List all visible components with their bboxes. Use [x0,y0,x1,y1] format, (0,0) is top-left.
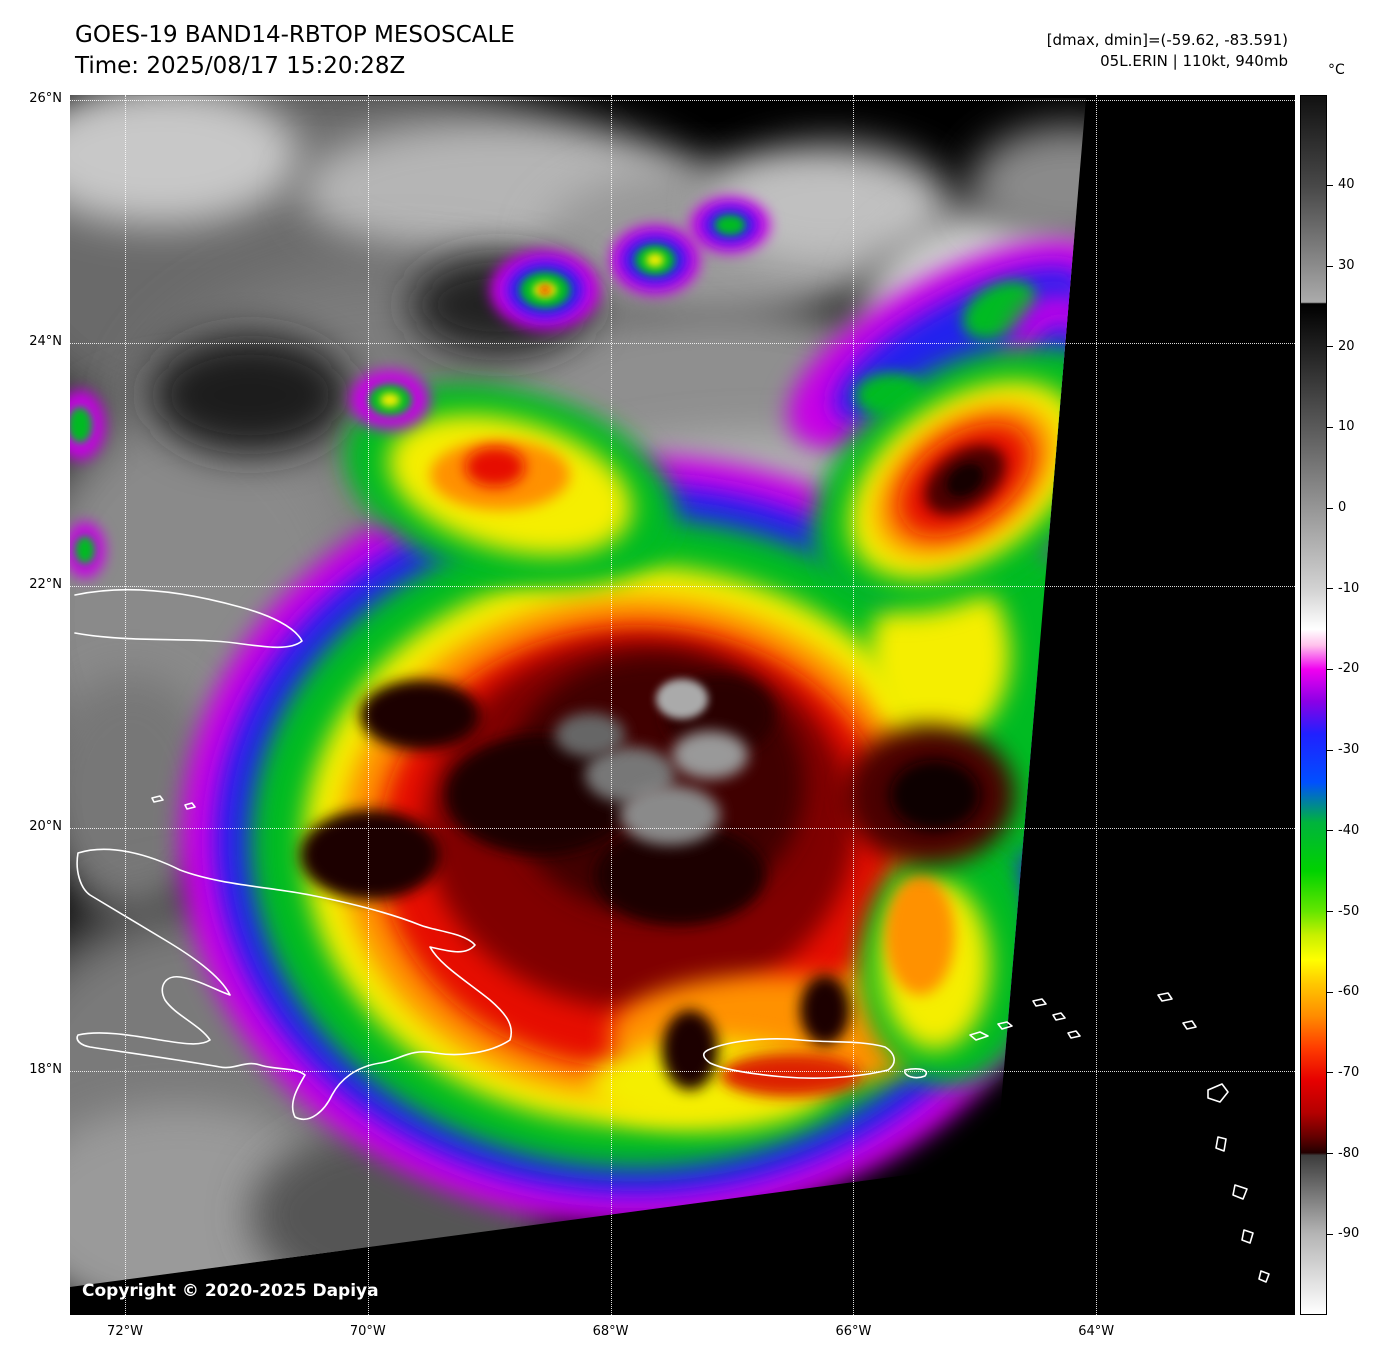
hurricane-layer [180,383,1086,1225]
lon-label: 68°W [592,1324,629,1339]
hurricane-eye [656,679,708,719]
satellite-art [70,95,1295,1315]
colorbar-tick-label: -10 [1338,580,1360,596]
colorbar-tick-mark [1327,911,1333,913]
colorbar-tick-mark [1327,1072,1333,1074]
colorbar-tick-label: 30 [1338,258,1355,274]
lon-label: 66°W [835,1324,872,1339]
colorbar-tick-mark [1327,588,1333,590]
storm-info-label: 05L.ERIN | 110kt, 940mb [1100,52,1288,70]
colorbar-tick-label: -80 [1338,1145,1360,1161]
colorbar-tick-mark [1327,507,1333,509]
satellite-image: Copyright © 2020-2025 Dapiya [70,95,1295,1315]
data-region [70,95,1086,1287]
coastline-layer [74,588,1270,1283]
colorbar-tick-label: -60 [1338,984,1360,1000]
page-title: GOES-19 BAND14-RBTOP MESOSCALE [75,22,515,48]
lat-label: 18°N [29,1062,62,1078]
coastline-hispaniola [76,848,512,1120]
colorbar-tick-label: -40 [1338,822,1360,838]
grid-line-lon [853,95,855,1315]
grid-line-lat [70,342,1295,344]
copyright-label: Copyright © 2020-2025 Dapiya [82,1281,379,1301]
colorbar-tick-mark [1327,991,1333,993]
colorbar-tick-mark [1327,1233,1333,1235]
grid-line-lat [70,585,1295,587]
grid-line-lon [1096,95,1098,1315]
info-block: [dmax, dmin]=(-59.62, -83.591) 05L.ERIN … [1047,30,1288,72]
colorbar-tick-mark [1327,265,1333,267]
colorbar-tick-label: 20 [1338,338,1355,354]
colorbar-tick-label: -50 [1338,903,1360,919]
colorbar-tick-mark [1327,668,1333,670]
colorbar-tick-label: -30 [1338,742,1360,758]
convective-cells-layer [70,197,770,578]
colorbar-tick-mark [1327,346,1333,348]
timestamp-label: Time: 2025/08/17 15:20:28Z [75,53,406,79]
colorbar-unit-label: °C [1328,62,1345,78]
coastline-cuba [74,588,303,649]
grid-line-lat [70,100,1295,101]
grid-line-lon [367,95,369,1315]
grid-line-lon [125,95,126,1315]
colorbar-tick-mark [1327,1153,1333,1155]
lat-label: 24°N [29,333,62,349]
colorbar-tick-mark [1327,184,1333,186]
colorbar-tick-mark [1327,426,1333,428]
lat-label: 20°N [29,819,62,835]
colorbar-tick-label: 10 [1338,419,1355,435]
lon-label: 72°W [107,1324,143,1339]
colorbar-tick-label: -90 [1338,1226,1360,1242]
grid-line-lat [70,1071,1295,1073]
colorbar-tick-mark [1327,830,1333,832]
colorbar-tick-label: -70 [1338,1064,1360,1080]
lon-label: 70°W [349,1324,386,1339]
grid-line-lon [610,95,612,1315]
colorbar-tick-label: -20 [1338,661,1360,677]
lon-label: 64°W [1078,1324,1115,1339]
dmax-dmin-label: [dmax, dmin]=(-59.62, -83.591) [1046,31,1288,49]
lat-label: 22°N [29,576,62,592]
coastline-puerto-rico [702,1038,895,1079]
lat-label: 26°N [29,91,62,106]
header: GOES-19 BAND14-RBTOP MESOSCALE Time: 202… [75,20,515,82]
colorbar [1300,95,1327,1315]
colorbar-tick-label: 40 [1338,177,1355,193]
hurricane-cdo-gray [555,713,748,845]
colorbar-tick-mark [1327,749,1333,751]
grid-line-lat [70,828,1295,830]
colorbar-tick-label: 0 [1338,500,1347,516]
